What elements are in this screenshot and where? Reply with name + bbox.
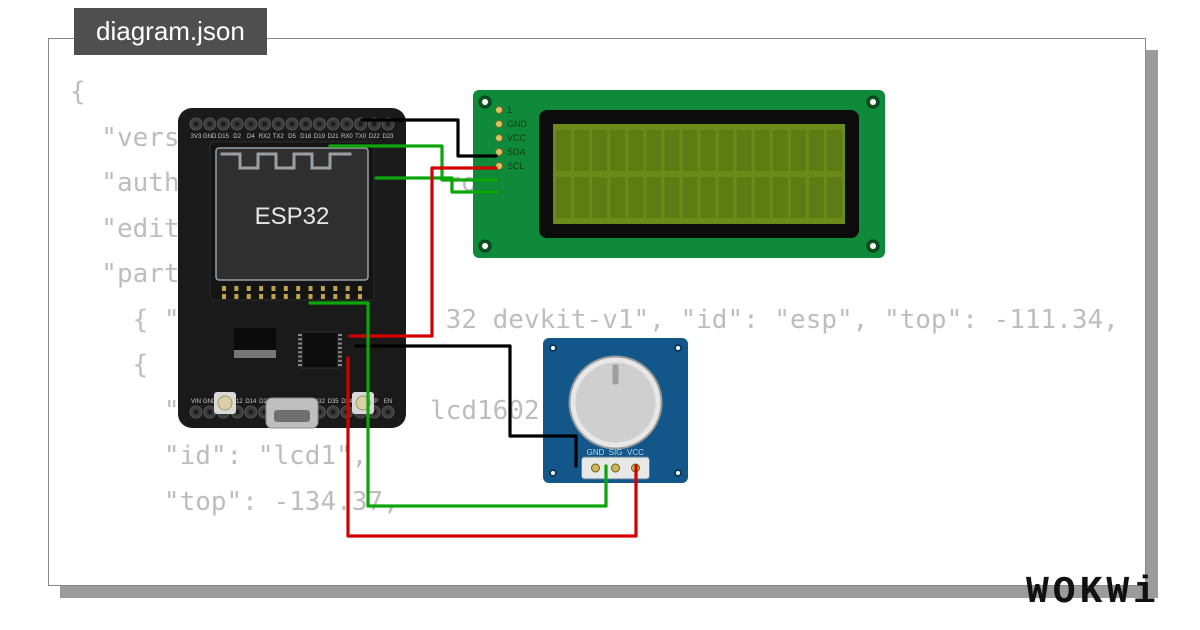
lcd-pin-label: SDA <box>507 147 526 157</box>
svg-text:EN: EN <box>384 399 392 405</box>
svg-text:TX2: TX2 <box>273 134 285 140</box>
lcd-pin-label: GND <box>507 119 528 129</box>
svg-text:3V3: 3V3 <box>191 134 202 140</box>
svg-text:D23: D23 <box>382 134 394 140</box>
potentiometer-module: GND SIG VCC <box>543 338 688 483</box>
svg-text:D35: D35 <box>328 399 340 405</box>
svg-text:GND: GND <box>203 134 217 140</box>
svg-text:D5: D5 <box>288 134 296 140</box>
svg-text:D2: D2 <box>233 134 241 140</box>
circuit-stage: 3V3GNDD15D2D4RX2TX2D5D18D19D21RX0TX0D22D… <box>48 38 1146 586</box>
lcd-pin-label: SCL <box>507 161 525 171</box>
lcd-pin-label: 1 <box>507 105 512 115</box>
lcd-pin-label: VCC <box>507 133 527 143</box>
svg-text:VIN: VIN <box>191 399 201 405</box>
lcd1602: 1 GND VCC SDA SCL <box>473 90 885 258</box>
pot-pin-label: VCC <box>627 448 644 457</box>
svg-text:D15: D15 <box>218 134 230 140</box>
svg-text:RX2: RX2 <box>259 134 271 140</box>
svg-text:TX0: TX0 <box>355 134 367 140</box>
svg-text:D22: D22 <box>369 134 381 140</box>
pot-pin-label: GND <box>587 448 605 457</box>
svg-text:RX0: RX0 <box>341 134 353 140</box>
svg-text:D14: D14 <box>245 399 257 405</box>
esp32-board: 3V3GNDD15D2D4RX2TX2D5D18D19D21RX0TX0D22D… <box>178 108 406 428</box>
svg-text:D21: D21 <box>328 134 340 140</box>
svg-text:D19: D19 <box>314 134 326 140</box>
svg-text:D4: D4 <box>247 134 255 140</box>
svg-text:D18: D18 <box>300 134 312 140</box>
esp32-label: ESP32 <box>255 203 330 230</box>
file-tab[interactable]: diagram.json <box>74 8 267 55</box>
pot-pin-label: SIG <box>609 448 623 457</box>
